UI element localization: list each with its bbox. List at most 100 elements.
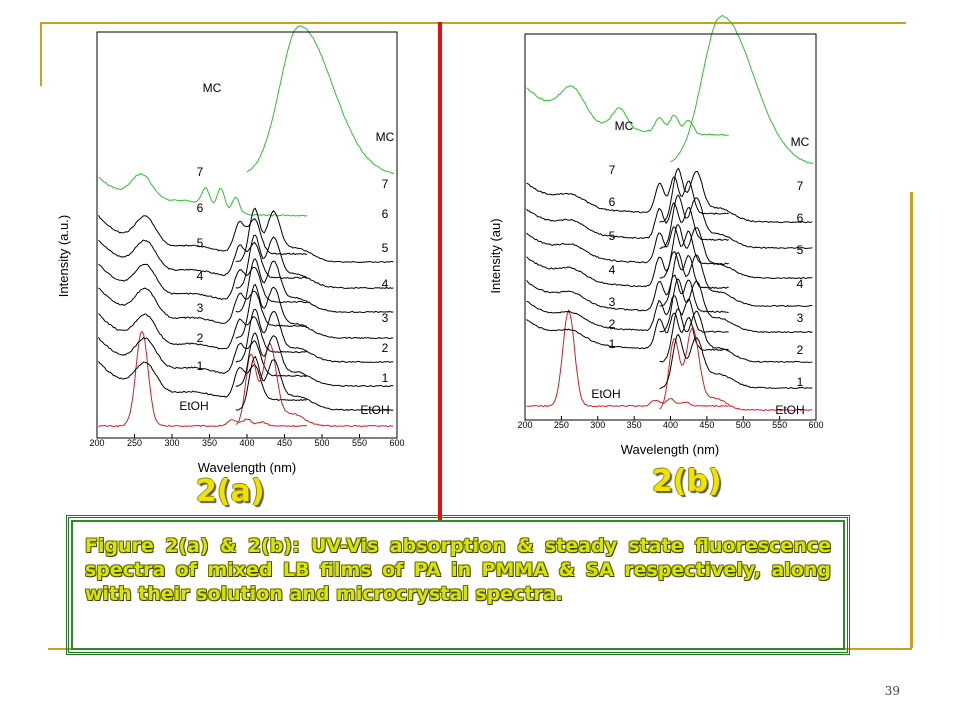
absorption-label: 4	[609, 263, 616, 277]
x-tick-label: 400	[239, 438, 254, 448]
x-tick-label: 600	[389, 438, 404, 448]
x-tick-label: 400	[663, 420, 678, 430]
absorption-label: 6	[197, 201, 204, 215]
fluorescence-curve-6	[659, 194, 813, 250]
fluorescence-label: 3	[797, 311, 804, 325]
fluorescence-label: EtOH	[360, 403, 389, 417]
absorption-curve-4	[526, 251, 729, 290]
fluorescence-curve-7	[235, 207, 394, 264]
x-tick-labels-a: 200 250 300 350 400 450 500 550 600	[89, 438, 404, 448]
fluorescence-label: 1	[797, 375, 804, 389]
x-tick-label: 250	[127, 438, 142, 448]
fluorescence-curve-2	[235, 332, 394, 388]
absorption-label: 7	[609, 163, 616, 177]
plot-frame-a	[96, 31, 398, 439]
x-tick-label: 450	[277, 438, 292, 448]
fluorescence-label: 6	[797, 211, 804, 225]
spectra-plot-a: 200 250 300 350 400 450 500 550 600 EtOH 1 2 3 4 5 6 7 M…	[56, 25, 405, 475]
absorption-label: 5	[197, 236, 204, 250]
absorption-curve-mc	[526, 85, 729, 137]
absorption-curve-6	[98, 239, 308, 279]
absorption-labels-b: EtOH 1 2 3 4 5 6 7 MC	[591, 119, 633, 401]
frame-right-line	[910, 192, 913, 648]
absorption-curve-5	[98, 263, 308, 304]
fluorescence-label: 7	[382, 177, 389, 191]
spectra-plot-b: 200 250 300 350 400 450 500 550 600 EtOH 1 2 3 4 5 6 7 M…	[488, 15, 824, 457]
fluorescence-label: 4	[382, 277, 389, 291]
x-tick-label: 500	[314, 438, 329, 448]
fluorescence-curve-7	[659, 167, 813, 224]
absorption-label: 3	[609, 295, 616, 309]
fluorescence-label: MC	[376, 130, 395, 144]
absorption-label: 1	[197, 359, 204, 373]
absorption-label: 2	[197, 331, 204, 345]
absorption-curve-6	[526, 202, 729, 241]
absorption-label: 6	[609, 195, 616, 209]
fluorescence-curve-1	[659, 333, 813, 390]
fluorescence-curve-1	[235, 355, 394, 412]
absorption-curve-7	[526, 176, 729, 215]
absorption-labels-a: EtOH 1 2 3 4 5 6 7 MC	[179, 81, 221, 413]
absorption-label: MC	[615, 119, 634, 133]
absorption-label: 5	[609, 229, 616, 243]
absorption-label: MC	[203, 81, 222, 95]
fluorescence-curve-mc	[246, 25, 395, 174]
figure-caption: Figure 2(a) & 2(b): UV-Vis absorption & …	[85, 535, 831, 605]
spectra-lines-b	[526, 15, 814, 412]
fluorescence-curve-4	[235, 283, 394, 340]
y-axis-label-b: Intensity (au)	[488, 218, 503, 293]
absorption-label: 7	[197, 165, 204, 179]
absorption-curve-2	[98, 337, 308, 378]
absorption-curve-1	[526, 312, 729, 351]
absorption-curve-5	[526, 226, 729, 266]
x-axis-label-b: Wavelength (nm)	[621, 442, 720, 457]
absorption-label: EtOH	[591, 387, 620, 401]
frame-top-line	[40, 22, 906, 24]
absorption-curve-1	[98, 360, 308, 402]
absorption-curve-3	[526, 274, 729, 314]
x-tick-label: 350	[202, 438, 217, 448]
x-tick-label: 350	[627, 420, 642, 430]
absorption-curve-3	[98, 313, 308, 354]
fluorescence-curve-2	[659, 308, 813, 364]
x-tick-labels-b: 200 250 300 350 400 450 500 550 600	[517, 420, 823, 430]
panel-label-a: 2(a)	[196, 474, 265, 509]
x-tick-label: 550	[352, 438, 367, 448]
page-number: 39	[884, 684, 900, 698]
fluorescence-curve-5	[235, 258, 394, 314]
absorption-label: 2	[609, 317, 616, 331]
x-tick-label: 600	[808, 420, 823, 430]
x-tick-label: 300	[590, 420, 605, 430]
fluorescence-label: EtOH	[775, 403, 804, 417]
absorption-curve-etoh	[526, 309, 729, 408]
absorption-label: 3	[197, 301, 204, 315]
fluorescence-curve-5	[659, 224, 813, 280]
x-tick-label: 450	[699, 420, 714, 430]
fluorescence-label: 4	[797, 277, 804, 291]
x-tick-label: 500	[736, 420, 751, 430]
fluorescence-label: 2	[382, 341, 389, 355]
x-tick-label: 550	[772, 420, 787, 430]
fluorescence-curve-3	[659, 278, 813, 334]
caption-box: Figure 2(a) & 2(b): UV-Vis absorption & …	[66, 515, 850, 655]
absorption-curve-2	[526, 295, 729, 333]
caption-inner-border: Figure 2(a) & 2(b): UV-Vis absorption & …	[71, 520, 845, 650]
fluorescence-curve-6	[235, 234, 394, 290]
frame-left-line	[40, 22, 42, 86]
absorption-curve-etoh	[98, 330, 308, 428]
fluorescence-label: 5	[382, 241, 389, 255]
fluorescence-curve-mc	[670, 15, 814, 165]
fluorescence-label: 6	[382, 207, 389, 221]
fluorescence-label: 7	[797, 179, 804, 193]
fluorescence-label: 5	[797, 243, 804, 257]
x-axis-label-a: Wavelength (nm)	[198, 460, 297, 475]
x-tick-label: 250	[554, 420, 569, 430]
fluorescence-curve-etoh	[659, 326, 813, 412]
x-tick-label: 200	[517, 420, 532, 430]
absorption-label: EtOH	[179, 399, 208, 413]
fluorescence-labels-b: EtOH 1 2 3 4 5 6 7 MC	[775, 135, 809, 417]
y-axis-label-a: Intensity (a.u.)	[56, 215, 71, 297]
fluorescence-curve-3	[235, 308, 394, 364]
fluorescence-labels-a: EtOH 1 2 3 4 5 6 7 MC	[360, 130, 394, 417]
x-ticks-a	[96, 434, 398, 438]
